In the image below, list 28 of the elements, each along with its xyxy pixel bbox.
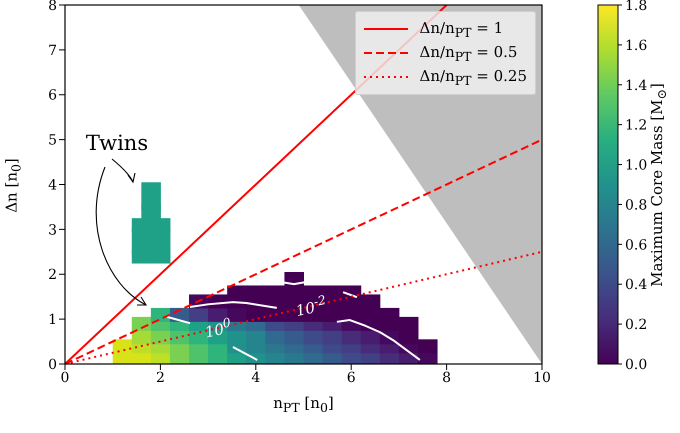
legend-label: Δn/n$_{PT}$ = 0.25 [420,66,527,88]
x-tick-label: 2 [156,370,165,386]
y-tick-label: 6 [48,88,58,104]
y-tick-label: 0 [48,356,57,373]
x-tick-label: 10 [533,370,551,386]
color-bar-label: 0.2 [625,317,648,334]
x-tick-label: 8 [442,370,452,386]
x-tick-label: 0 [60,370,70,386]
y-tick-label: 5 [48,132,57,149]
color-bar-label: 0.8 [625,197,648,214]
color-bar-label: 0.4 [625,277,648,294]
color-bar-label: 1.0 [625,158,648,174]
y-tick-label: 7 [48,42,57,59]
y-tick-label: 2 [48,267,57,284]
x-axis-title: n$_{PT}$ [n$_{0}$] [272,394,335,415]
color-bar-label: 1.2 [625,118,648,134]
x-tick-label: 6 [346,370,356,386]
legend-label: Δn/n$_{PT}$ = 1 [420,18,504,40]
y-tick-label: 4 [48,177,58,194]
y-tick-label: 3 [48,222,57,238]
legend-label: Δn/n$_{PT}$ = 0.5 [420,42,518,64]
color-bar-label: 0.0 [625,357,648,373]
color-bar-label: 1.4 [625,78,648,94]
y-tick-label: 1 [48,312,57,328]
annotation: Twins [84,131,150,155]
x-tick-label: 4 [251,370,260,386]
color-bar-label: 1.6 [625,38,648,54]
color-bar-label: 0.6 [625,237,648,254]
